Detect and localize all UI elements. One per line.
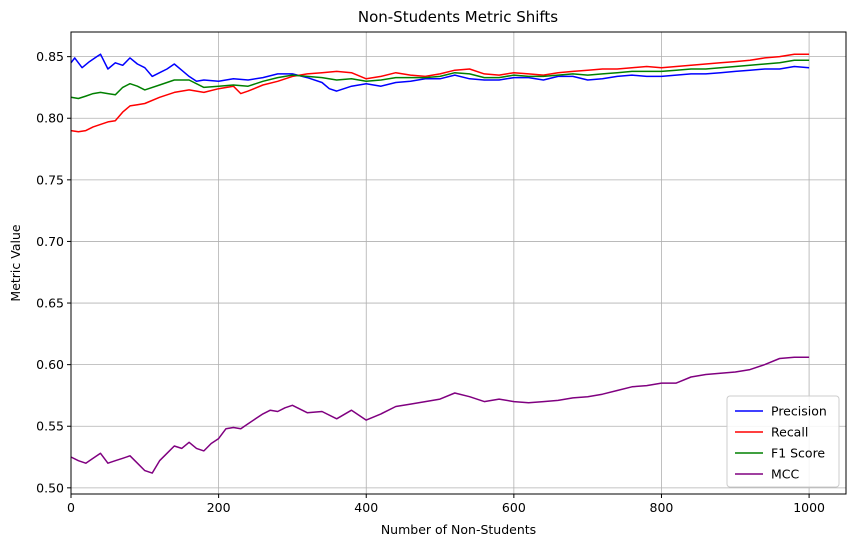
y-axis-ticks: 0.50 0.55 0.60 0.65 0.70 0.75 0.80 0.85 <box>36 49 71 495</box>
series-line-precision <box>70 53 810 92</box>
plot-frame <box>70 31 847 495</box>
y-tick-label: 0.55 <box>36 419 64 434</box>
legend-label-precision: Precision <box>771 404 827 419</box>
x-tick-label: 600 <box>502 500 526 515</box>
y-tick-label: 0.70 <box>36 234 64 249</box>
y-tick-label: 0.65 <box>36 296 64 311</box>
legend-label-recall: Recall <box>771 425 808 440</box>
x-tick-label: 800 <box>650 500 674 515</box>
y-axis-title: Metric Value <box>8 224 23 301</box>
series-lines <box>70 53 810 474</box>
y-tick-label: 0.80 <box>36 111 64 126</box>
x-tick-label: 0 <box>67 500 75 515</box>
legend-box <box>726 395 840 488</box>
x-axis-title: Number of Non-Students <box>381 522 536 537</box>
x-tick-label: 200 <box>207 500 231 515</box>
chart-title: Non-Students Metric Shifts <box>358 8 558 26</box>
legend-label-mcc: MCC <box>771 467 800 482</box>
series-line-f1-score <box>70 59 810 100</box>
y-tick-label: 0.85 <box>36 49 64 64</box>
series-line-recall <box>70 53 810 133</box>
x-axis-ticks: 0 200 400 600 800 1000 <box>67 494 825 515</box>
x-tick-label: 400 <box>354 500 378 515</box>
legend-label-f1-score: F1 Score <box>771 446 825 461</box>
series-line-mcc <box>70 356 810 474</box>
grid <box>70 32 846 494</box>
y-tick-label: 0.75 <box>36 172 64 187</box>
y-tick-label: 0.50 <box>36 480 64 495</box>
y-tick-label: 0.60 <box>36 357 64 372</box>
legend: Precision Recall F1 Score MCC <box>726 395 840 488</box>
x-tick-label: 1000 <box>793 500 825 515</box>
